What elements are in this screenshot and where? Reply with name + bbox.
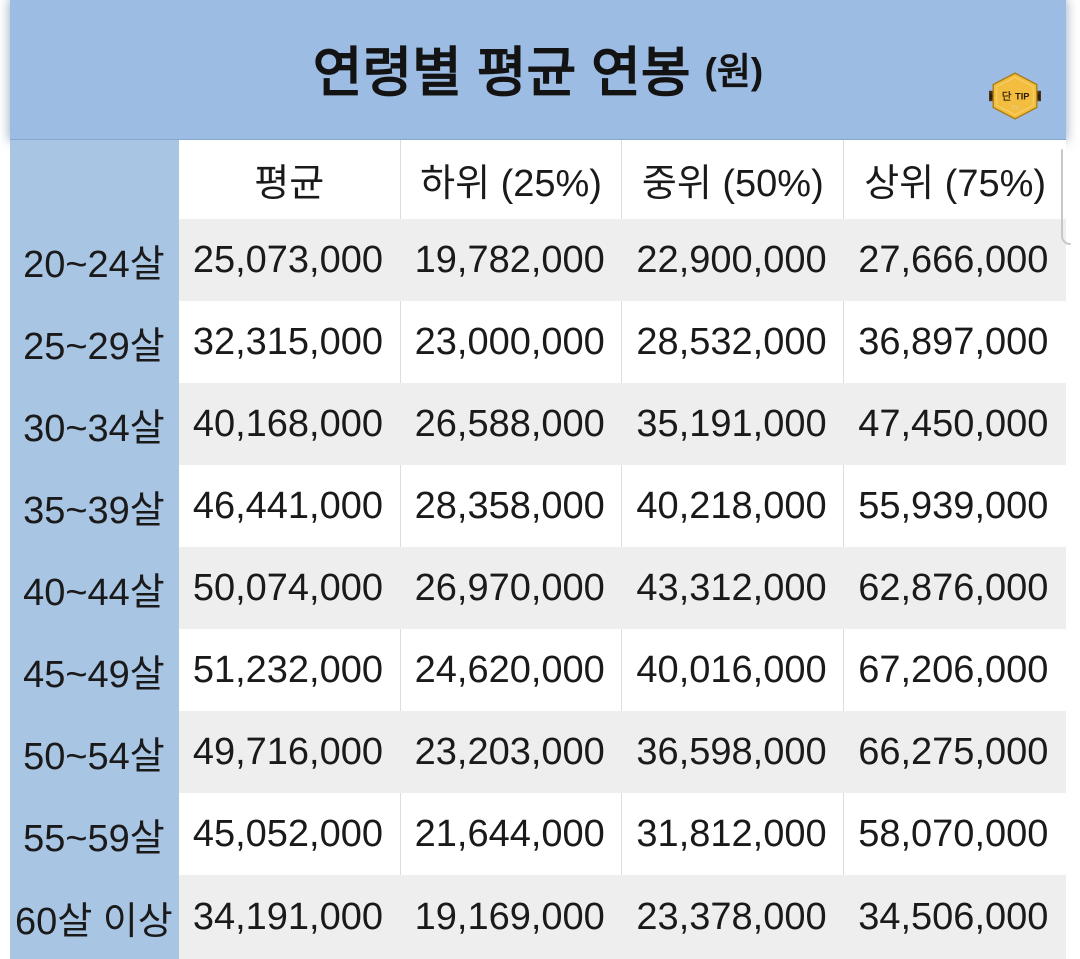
svg-text:TIP: TIP <box>1015 92 1030 102</box>
svg-text:정보: 정보 <box>1011 104 1020 111</box>
svg-text:단: 단 <box>1002 90 1012 103</box>
